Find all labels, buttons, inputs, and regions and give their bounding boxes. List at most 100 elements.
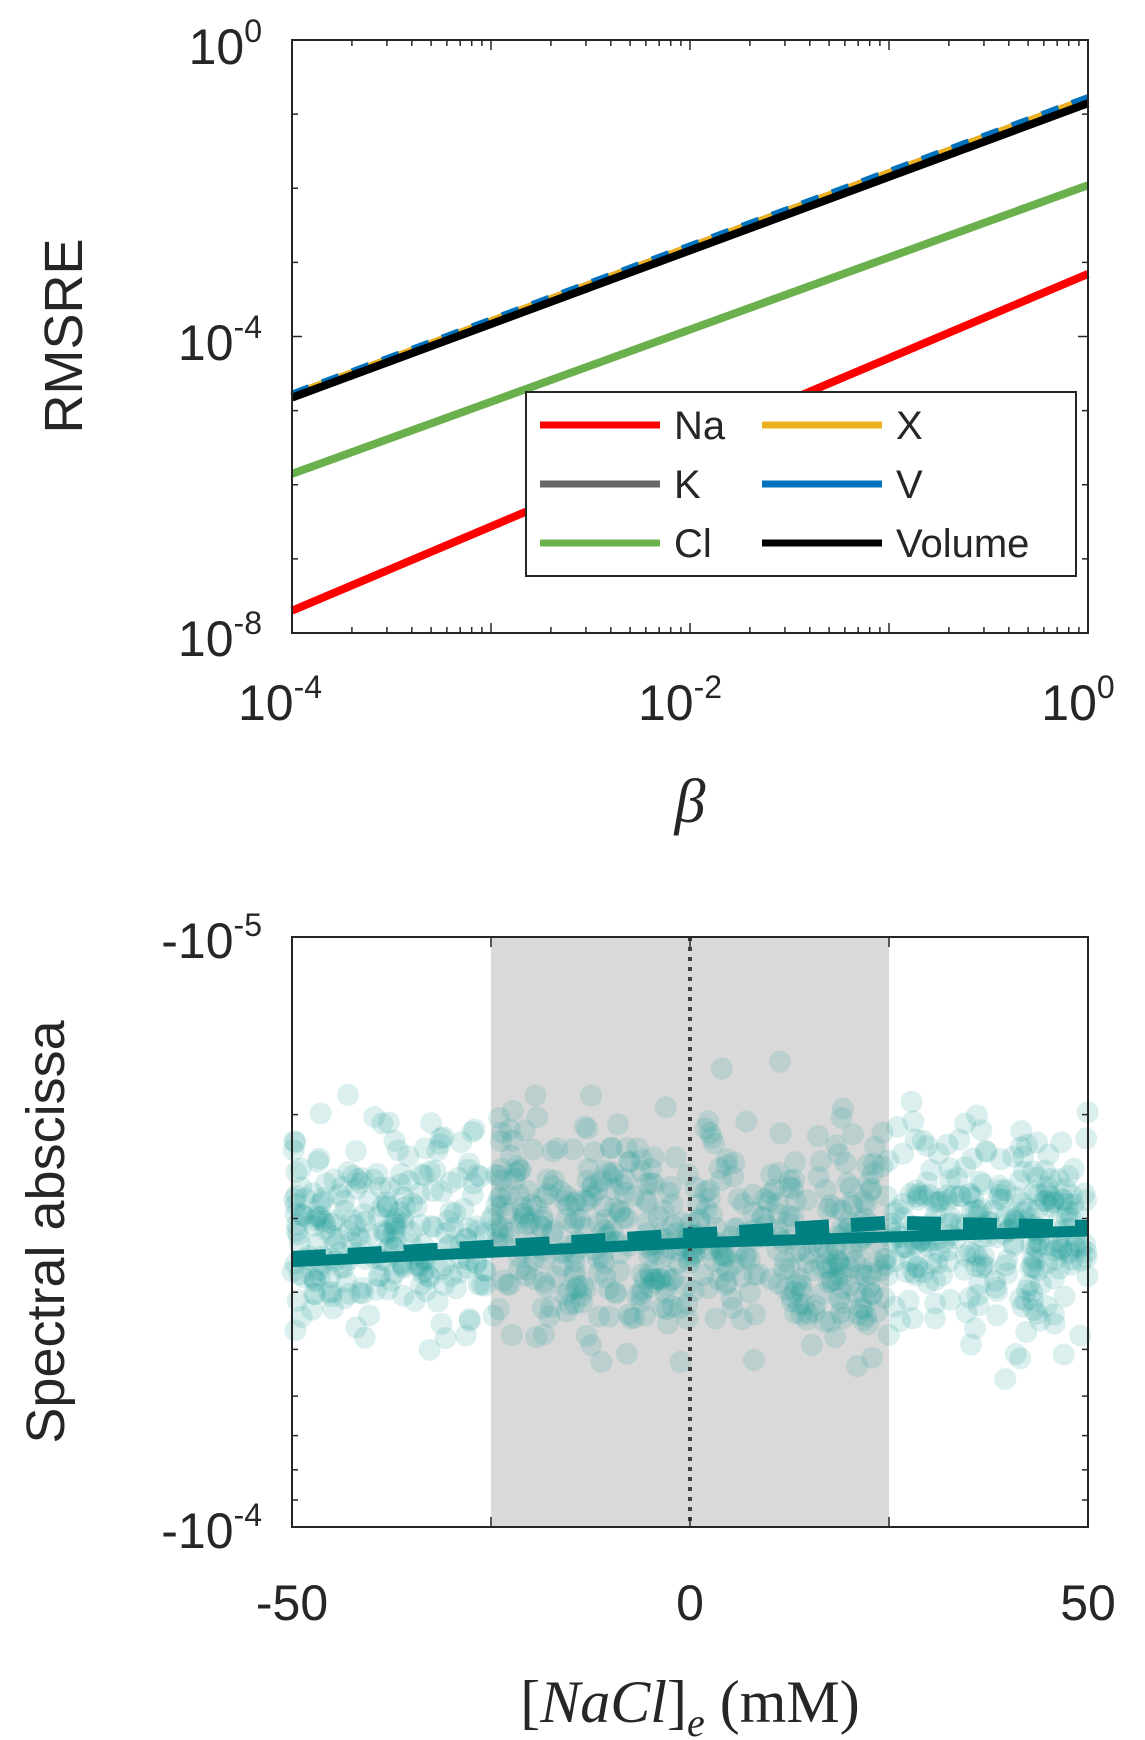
scatter-point [363,1106,386,1128]
scatter-point [708,1157,731,1180]
scatter-point [617,1151,640,1174]
scatter-point [900,1090,923,1113]
scatter-point [776,1210,799,1233]
scatter-point [876,1264,899,1287]
scatter-point [480,1208,503,1231]
scatter-point [763,1178,786,1201]
scatter-point [338,1219,361,1242]
scatter-point [852,1309,875,1332]
scatter-point [648,1268,671,1291]
scatter-point [982,1199,1005,1222]
scatter-point [1069,1236,1092,1258]
scatter-point [635,1172,658,1195]
scatter-point [639,1276,662,1299]
scatter-point [392,1284,415,1307]
scatter-point [590,1350,613,1373]
scatter-point [780,1290,803,1313]
scatter-point [580,1084,603,1107]
scatter-point [678,1252,701,1275]
scatter-point [912,1129,934,1152]
scatter-point [1002,1145,1025,1168]
scatter-point [314,1172,337,1195]
scatter-point [787,1293,810,1316]
scatter-point [410,1163,433,1186]
scatter-point [1021,1255,1044,1278]
scatter-point [590,1170,613,1193]
scatter-point [587,1212,610,1235]
scatter-point [790,1303,813,1326]
spectral-y-tick-label: -10-5 [161,907,262,969]
scatter-point [804,1294,827,1317]
scatter-point [526,1106,549,1129]
scatter-point [675,1275,698,1298]
scatter-point [306,1204,329,1227]
scatter-point [490,1169,513,1192]
scatter-point [722,1165,745,1188]
scatter-point [760,1163,783,1186]
scatter-point [655,1275,678,1297]
scatter-point [353,1203,376,1226]
scatter-point [383,1220,406,1243]
scatter-point [752,1205,775,1228]
scatter-point [452,1197,475,1220]
scatter-point [1008,1169,1031,1192]
scatter-point [991,1188,1014,1211]
scatter-point [970,1256,993,1279]
scatter-point [790,1274,813,1297]
scatter-point [630,1283,653,1306]
scatter-point [656,1298,679,1320]
scatter-point [337,1161,360,1183]
scatter-point [351,1282,374,1305]
rmsre-x-tick-label: 10-2 [638,669,722,731]
scatter-point [1048,1257,1071,1280]
scatter-point [1073,1182,1096,1205]
scatter-point [813,1310,836,1333]
scatter-point [732,1192,755,1215]
scatter-point [986,1280,1009,1302]
scatter-point [301,1182,324,1205]
scatter-point [1036,1252,1059,1275]
scatter-point [738,1248,761,1271]
rmsre-axes-box [291,39,1089,634]
scatter-point [924,1292,947,1315]
scatter-point [1022,1160,1045,1183]
scatter-point [382,1211,405,1234]
scatter-point [531,1209,554,1232]
scatter-point [841,1194,864,1217]
scatter-point [1011,1192,1034,1214]
scatter-point [655,1281,677,1304]
scatter-point [541,1140,564,1163]
scatter-point [302,1215,325,1237]
scatter-point [703,1249,725,1272]
scatter-point [975,1256,998,1279]
scatter-point [545,1265,568,1288]
scatter-point [358,1304,381,1327]
scatter-point [696,1276,719,1299]
scatter-point [293,1205,315,1227]
scatter-point [1015,1320,1038,1343]
scatter-point [440,1264,463,1287]
scatter-point [490,1121,513,1144]
scatter-point [657,1181,680,1204]
scatter-point [937,1212,960,1235]
scatter-point [939,1169,962,1192]
scatter-point [430,1312,453,1335]
scatter-point [935,1184,958,1207]
scatter-point [461,1183,484,1206]
scatter-point [647,1205,670,1228]
scatter-point [988,1184,1011,1206]
scatter-point [501,1100,524,1122]
scatter-point [661,1193,684,1216]
scatter-point [920,1252,943,1275]
scatter-point [1033,1189,1055,1212]
scatter-point [970,1197,993,1220]
scatter-point [712,1244,735,1267]
scatter-point [929,1188,952,1211]
scatter-point [376,1278,399,1301]
scatter-point [1028,1309,1051,1332]
scatter-point [570,1284,593,1307]
scatter-point [860,1283,883,1306]
scatter-point [942,1184,965,1207]
scatter-point [626,1284,649,1307]
